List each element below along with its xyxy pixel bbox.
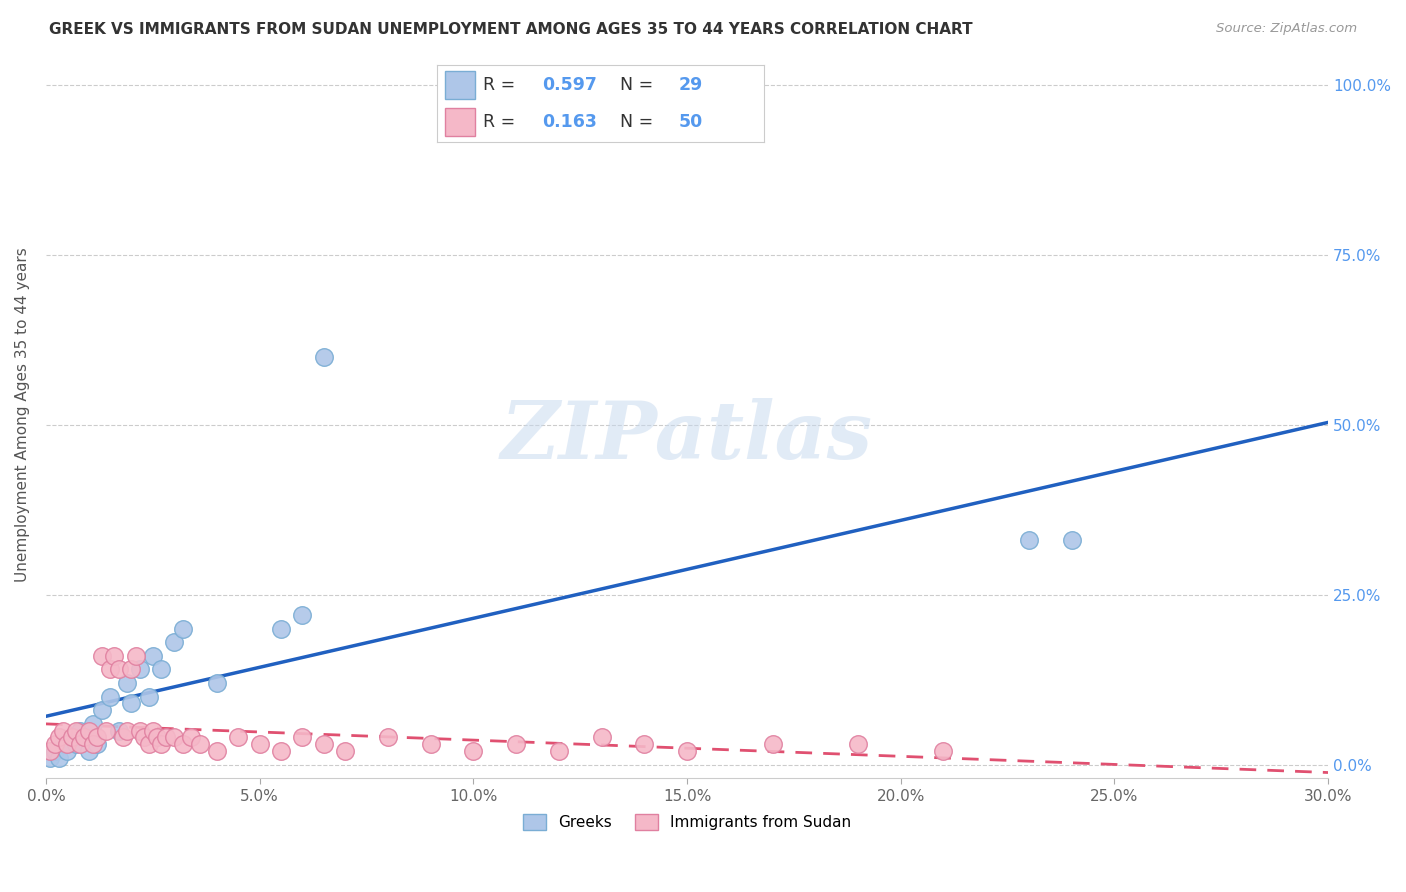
Point	[107, 662, 129, 676]
Point	[107, 723, 129, 738]
Point	[60, 731, 83, 745]
Point	[90, 648, 112, 663]
Point	[73, 731, 96, 745]
Point	[52, 737, 75, 751]
Point	[69, 723, 91, 738]
Point	[138, 737, 160, 751]
Point	[44, 737, 66, 751]
Point	[291, 608, 314, 623]
Point	[591, 731, 613, 745]
Point	[52, 723, 75, 738]
Point	[129, 723, 152, 738]
Point	[163, 635, 186, 649]
Point	[73, 731, 96, 745]
Point	[150, 662, 173, 676]
Text: GREEK VS IMMIGRANTS FROM SUDAN UNEMPLOYMENT AMONG AGES 35 TO 44 YEARS CORRELATIO: GREEK VS IMMIGRANTS FROM SUDAN UNEMPLOYM…	[49, 22, 973, 37]
Point	[333, 744, 356, 758]
Point	[633, 737, 655, 751]
Point	[86, 737, 108, 751]
Point	[142, 648, 165, 663]
Point	[270, 622, 292, 636]
Point	[90, 703, 112, 717]
Point	[129, 662, 152, 676]
Point	[77, 744, 100, 758]
Legend: Greeks, Immigrants from Sudan: Greeks, Immigrants from Sudan	[517, 808, 858, 836]
Point	[120, 662, 142, 676]
Point	[82, 737, 104, 751]
Point	[86, 731, 108, 745]
Point	[94, 723, 117, 738]
Point	[547, 744, 569, 758]
Point	[226, 731, 249, 745]
Point	[172, 737, 194, 751]
Point	[155, 731, 177, 745]
Point	[39, 744, 62, 758]
Point	[163, 731, 186, 745]
Point	[1060, 533, 1083, 548]
Point	[60, 731, 83, 745]
Point	[932, 744, 955, 758]
Point	[676, 744, 699, 758]
Point	[103, 648, 125, 663]
Point	[65, 723, 87, 738]
Point	[48, 731, 70, 745]
Point	[82, 716, 104, 731]
Point	[48, 751, 70, 765]
Point	[146, 731, 169, 745]
Point	[180, 731, 202, 745]
Point	[249, 737, 271, 751]
Point	[312, 737, 335, 751]
Point	[463, 744, 485, 758]
Point	[115, 723, 138, 738]
Point	[419, 737, 441, 751]
Y-axis label: Unemployment Among Ages 35 to 44 years: Unemployment Among Ages 35 to 44 years	[15, 247, 30, 582]
Point	[505, 737, 527, 751]
Point	[205, 676, 228, 690]
Point	[56, 737, 79, 751]
Point	[761, 737, 783, 751]
Point	[69, 737, 91, 751]
Point	[134, 731, 156, 745]
Point	[1018, 533, 1040, 548]
Point	[125, 648, 148, 663]
Point	[120, 697, 142, 711]
Point	[205, 744, 228, 758]
Point	[188, 737, 211, 751]
Point	[111, 731, 134, 745]
Point	[98, 662, 121, 676]
Point	[138, 690, 160, 704]
Point	[312, 350, 335, 364]
Point	[142, 723, 165, 738]
Point	[65, 737, 87, 751]
Point	[846, 737, 869, 751]
Point	[44, 744, 66, 758]
Text: ZIPatlas: ZIPatlas	[501, 398, 873, 475]
Point	[77, 723, 100, 738]
Point	[39, 751, 62, 765]
Point	[270, 744, 292, 758]
Point	[115, 676, 138, 690]
Point	[291, 731, 314, 745]
Point	[377, 731, 399, 745]
Point	[150, 737, 173, 751]
Point	[172, 622, 194, 636]
Point	[98, 690, 121, 704]
Text: Source: ZipAtlas.com: Source: ZipAtlas.com	[1216, 22, 1357, 36]
Point	[56, 744, 79, 758]
